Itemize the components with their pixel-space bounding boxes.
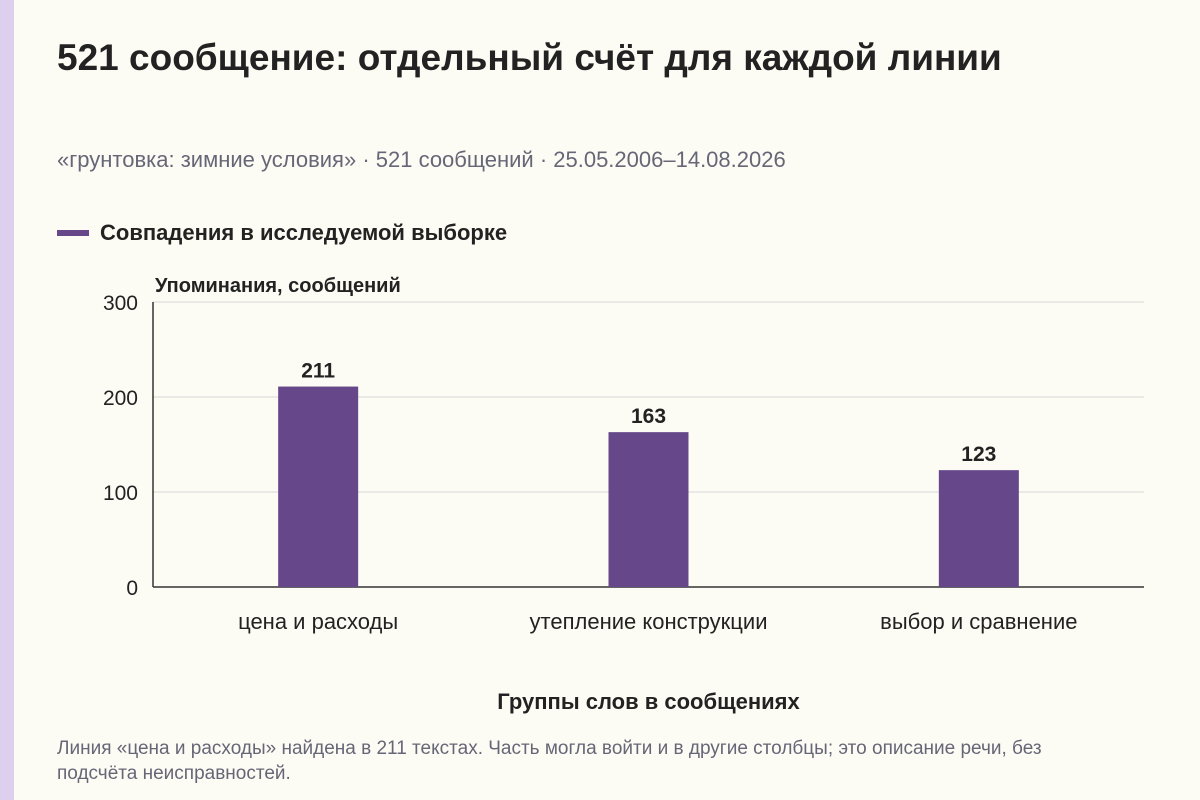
x-tick-label: выбор и сравнение bbox=[880, 609, 1077, 634]
x-tick-label: цена и расходы bbox=[238, 609, 398, 634]
bar-value-label: 123 bbox=[961, 443, 996, 466]
bar bbox=[608, 432, 689, 587]
page-title: 521 сообщение: отдельный счёт для каждой… bbox=[57, 37, 1002, 78]
chart-legend: Совпадения в исследуемой выборке bbox=[57, 218, 507, 248]
left-accent-stripe bbox=[0, 0, 14, 800]
x-tick-label: утепление конструкции bbox=[530, 609, 768, 634]
chart-subtitle: «грунтовка: зимние условия» · 521 сообще… bbox=[57, 147, 786, 172]
bar-value-label: 163 bbox=[631, 405, 666, 428]
y-tick-label: 100 bbox=[103, 482, 138, 505]
y-tick-label: 200 bbox=[103, 387, 138, 410]
legend-swatch bbox=[57, 230, 89, 236]
x-axis-title: Группы слов в сообщениях bbox=[497, 689, 800, 714]
y-axis-title: Упоминания, сообщений bbox=[155, 275, 401, 297]
y-tick-label: 300 bbox=[103, 292, 138, 315]
bar-chart: 0 100 200 300 Упоминания, сообщений 211 цена и… bbox=[103, 275, 1144, 714]
chart-note: Линия «цена и расходы» найдена в 211 тек… bbox=[57, 738, 1042, 784]
legend-label: Совпадения в исследуемой выборке bbox=[100, 220, 508, 245]
bar bbox=[278, 386, 359, 587]
bar-value-label: 211 bbox=[301, 360, 335, 383]
bar bbox=[938, 470, 1019, 587]
y-tick-label: 0 bbox=[126, 577, 138, 600]
